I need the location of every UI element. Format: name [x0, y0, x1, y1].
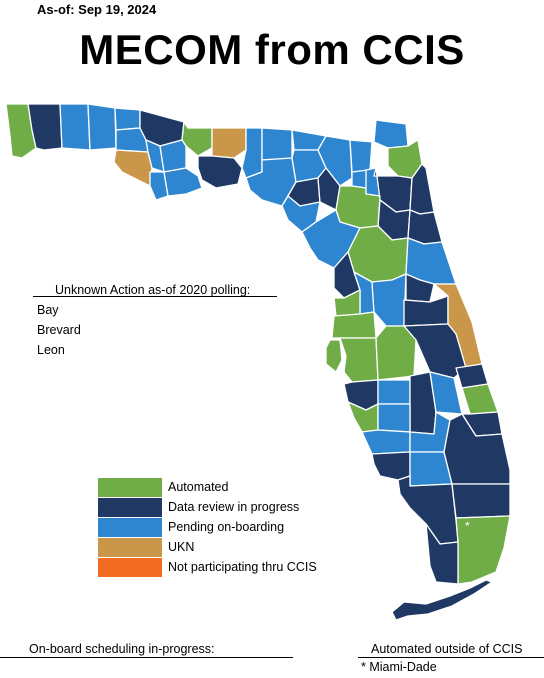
legend-item-not-participating: Not participating thru CCIS — [98, 557, 317, 577]
county-layer — [5, 103, 511, 621]
county-leon[interactable] — [211, 127, 247, 159]
county-hillsborough[interactable] — [339, 337, 379, 383]
county-flagler[interactable] — [407, 209, 443, 245]
county-liberty[interactable] — [159, 139, 187, 173]
county-hardee[interactable] — [377, 379, 411, 405]
unknown-action-item: Bay — [37, 303, 59, 317]
county-pinellas[interactable] — [325, 339, 343, 373]
county-walton[interactable] — [87, 103, 117, 151]
county-madison[interactable] — [261, 127, 293, 161]
county-lake[interactable] — [371, 273, 407, 327]
legend: Automated Data review in progress Pendin… — [98, 477, 317, 577]
onboard-scheduling-label: On-board scheduling in-progress: — [29, 642, 215, 656]
county-dixie[interactable] — [281, 195, 321, 233]
legend-item-automated: Automated — [98, 477, 317, 497]
county-okeechobee[interactable] — [429, 371, 463, 415]
county-calhoun[interactable] — [145, 139, 165, 173]
page-title: MECOM from CCIS — [79, 26, 465, 73]
legend-swatch — [98, 537, 162, 557]
county-charlotte[interactable] — [361, 429, 411, 455]
unknown-action-item: Brevard — [37, 323, 81, 337]
unknown-action-header: Unknown Action as-of 2020 polling: — [55, 283, 251, 297]
county-broward[interactable] — [451, 483, 511, 519]
legend-swatch — [98, 477, 162, 497]
legend-swatch — [98, 517, 162, 537]
legend-item-data-review: Data review in progress — [98, 497, 317, 517]
legend-label: Data review in progress — [168, 500, 300, 514]
county-franklin[interactable] — [163, 167, 203, 197]
county-st-lucie[interactable] — [461, 383, 499, 415]
county-holmes[interactable] — [114, 107, 141, 131]
county-okaloosa[interactable] — [59, 103, 91, 151]
automated-outside-header: Automated outside of CCIS — [371, 642, 523, 656]
county-monroe[interactable] — [425, 523, 459, 585]
onboard-rule — [0, 657, 293, 658]
legend-label: Automated — [168, 480, 229, 494]
county-pasco[interactable] — [331, 311, 377, 339]
county-nassau[interactable] — [373, 119, 409, 149]
legend-label: UKN — [168, 540, 195, 554]
miami-dade-marker: * — [465, 519, 470, 533]
county-polk[interactable] — [375, 325, 417, 381]
county-wakulla[interactable] — [197, 155, 243, 189]
unknown-action-item: Leon — [37, 343, 65, 357]
unknown-action-list: Bay Brevard Leon — [37, 300, 81, 360]
county-hernando[interactable] — [333, 289, 361, 317]
legend-label: Not participating thru CCIS — [168, 560, 317, 574]
county-gulf[interactable] — [149, 171, 169, 201]
county-desoto[interactable] — [377, 403, 411, 433]
automated-outside-rule — [358, 657, 544, 658]
county-lee[interactable] — [371, 451, 411, 481]
unknown-action-rule — [33, 296, 277, 297]
legend-item-ukn: UKN — [98, 537, 317, 557]
county-palm-beach[interactable] — [443, 413, 511, 485]
legend-item-pending: Pending on-boarding — [98, 517, 317, 537]
county-baker[interactable] — [349, 139, 373, 173]
county-monroe-keys — [391, 579, 493, 621]
automated-outside-item: * Miami-Dade — [361, 660, 437, 674]
county-bay[interactable] — [113, 149, 153, 187]
legend-label: Pending on-boarding — [168, 520, 285, 534]
legend-swatch — [98, 497, 162, 517]
county-seminole[interactable] — [405, 273, 435, 303]
legend-swatch — [98, 557, 162, 577]
as-of-date: As-of: Sep 19, 2024 — [37, 2, 157, 17]
